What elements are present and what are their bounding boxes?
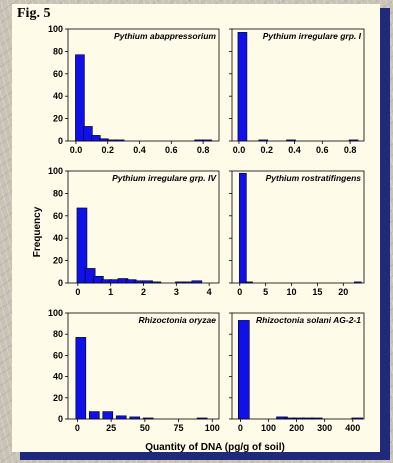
x-tick-label: 25 — [106, 423, 116, 433]
y-tick-label: 80 — [53, 188, 63, 198]
x-tick-label: 0.0 — [233, 145, 246, 155]
bar — [311, 417, 323, 420]
plot-frame — [231, 28, 365, 142]
bar — [114, 139, 125, 142]
bar — [353, 281, 362, 284]
y-tick-label: 60 — [53, 350, 63, 360]
panel-title: Rhizoctonia solani AG-2-1 — [256, 315, 361, 325]
bar — [75, 337, 87, 420]
x-tick-label: 2 — [141, 287, 146, 297]
x-tick-label: 50 — [140, 423, 150, 433]
y-tick-label: 100 — [48, 166, 63, 176]
x-tick-label: 100 — [261, 423, 276, 433]
y-tick-label: 20 — [53, 256, 63, 266]
x-tick-label: 0.4 — [288, 145, 301, 155]
bar — [102, 411, 114, 420]
x-tick-label: 0.8 — [197, 145, 210, 155]
x-tick-label: 100 — [205, 423, 220, 433]
y-tick-label: 60 — [53, 211, 63, 221]
y-axis-label: Frequency — [32, 206, 43, 257]
bar — [142, 417, 154, 420]
bar — [245, 281, 253, 284]
x-tick-label: 0.4 — [133, 145, 146, 155]
bar — [76, 207, 88, 284]
x-tick-label: 0 — [75, 423, 80, 433]
y-tick-label: 40 — [53, 91, 63, 101]
bar — [115, 415, 127, 420]
chart-panel-5: 0 20 40 60 80 100 0 25 50 75 100 Rhizoctonia oryzae — [48, 308, 220, 433]
x-tick-label: 200 — [289, 423, 304, 433]
bar — [286, 139, 296, 142]
bar — [237, 320, 250, 420]
plot-frame — [231, 312, 365, 420]
bar — [75, 54, 85, 142]
y-tick-label: 100 — [48, 308, 63, 318]
y-tick-label: 60 — [53, 69, 63, 79]
x-tick-label: 0.0 — [70, 145, 83, 155]
y-tick-label: 0 — [58, 278, 63, 288]
x-tick-label: 0.6 — [165, 145, 178, 155]
x-tick-label: 75 — [174, 423, 184, 433]
x-axis-label: Quantity of DNA (pg/g of soil) — [145, 442, 285, 453]
x-tick-label: 400 — [345, 423, 360, 433]
x-tick-label: 0.6 — [316, 145, 329, 155]
x-tick-label: 15 — [312, 287, 322, 297]
chart-panel-4: 0 5 10 15 20 Pythium rostratifingens — [229, 170, 365, 297]
y-tick-label: 20 — [53, 114, 63, 124]
y-tick-label: 100 — [48, 24, 63, 34]
bar — [150, 281, 162, 284]
chart-panel-6: 0 100 200 300 400 Rhizoctonia solani AG-2-1 — [229, 312, 365, 433]
plot-frame — [67, 312, 220, 420]
x-tick-label: 0.2 — [101, 145, 114, 155]
figure-label: Fig. 5 — [17, 6, 50, 21]
x-tick-label: 0 — [75, 287, 80, 297]
bar — [129, 416, 141, 420]
x-tick-label: 1 — [108, 287, 113, 297]
bar — [348, 139, 359, 142]
x-tick-label: 300 — [317, 423, 332, 433]
panel-title: Pythium rostratifingens — [266, 173, 362, 183]
y-tick-label: 40 — [53, 233, 63, 243]
panel-title: Pythium irregulare grp. I — [263, 31, 362, 41]
x-tick-label: 0 — [238, 423, 243, 433]
chart-panel-3: 0 20 40 60 80 100 0 1 2 3 4 Pythium irregulare grp.… — [48, 166, 220, 297]
panel-title: Pythium abappressorium — [114, 31, 216, 41]
bar — [91, 135, 101, 142]
x-tick-label: 0.2 — [260, 145, 273, 155]
bar — [191, 280, 203, 284]
bar — [196, 417, 208, 420]
chart-panel-1: 0 20 40 60 80 100 0.0 0.2 0.4 0.6 0.8 Pythium abapp… — [48, 24, 220, 155]
bar — [351, 417, 364, 420]
bar — [88, 411, 100, 420]
bar — [84, 268, 96, 284]
y-tick-label: 20 — [53, 393, 63, 403]
x-tick-label: 5 — [263, 287, 268, 297]
x-tick-label: 10 — [287, 287, 297, 297]
panel-title: Rhizoctonia oryzae — [139, 315, 217, 325]
bar — [258, 139, 269, 142]
x-tick-label: 20 — [338, 287, 348, 297]
y-tick-label: 40 — [53, 372, 63, 382]
bar — [202, 139, 212, 142]
bar — [237, 32, 248, 142]
x-tick-label: 0.8 — [344, 145, 357, 155]
bar — [83, 126, 93, 142]
plot-frame — [67, 28, 220, 142]
plot-frame — [231, 170, 365, 284]
bar — [239, 172, 247, 284]
x-tick-label: 0 — [237, 287, 242, 297]
x-tick-label: 3 — [174, 287, 179, 297]
chart-panel-2: 0.0 0.2 0.4 0.6 0.8 Pythium irregulare grp. I — [229, 28, 365, 155]
y-tick-label: 80 — [53, 46, 63, 56]
x-tick-label: 4 — [207, 287, 212, 297]
plot-frame — [67, 170, 220, 284]
y-tick-label: 80 — [53, 329, 63, 339]
panel-title: Pythium irregulare grp. IV — [112, 173, 217, 183]
y-tick-label: 0 — [58, 414, 63, 424]
y-tick-label: 0 — [58, 136, 63, 146]
